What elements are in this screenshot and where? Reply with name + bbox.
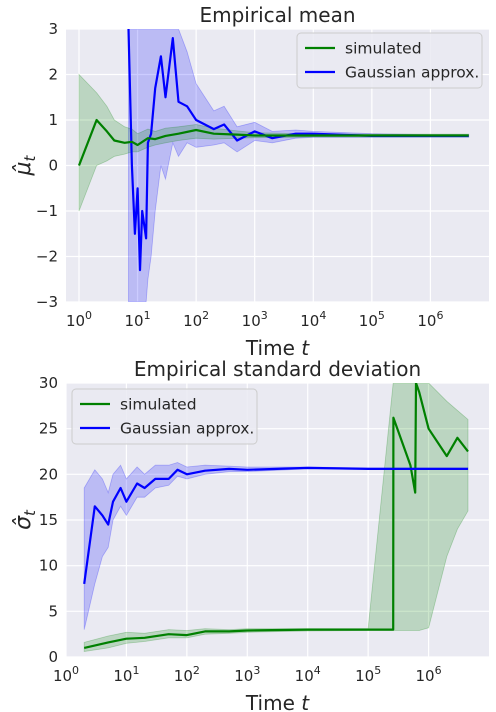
- x-tick-label: 105: [355, 664, 381, 685]
- y-tick-label: −1: [36, 202, 58, 220]
- line-simulated: [77, 118, 469, 166]
- chart-2: 100 101 102 103 104 105 106 0 5 10 15 20 25 30 Empiric…: [11, 357, 489, 712]
- y-axis-label: μ̂t: [11, 154, 39, 176]
- y-tick-label: 30: [39, 374, 58, 392]
- y-tick-label: 3: [48, 20, 58, 38]
- x-tick-label: 104: [300, 309, 326, 330]
- y-tick-label: 0: [48, 157, 58, 175]
- y-tick-label: 10: [39, 557, 58, 575]
- x-tick-label: 105: [359, 309, 385, 330]
- legend: simulated Gaussian approx.: [296, 32, 483, 89]
- legend-label: Gaussian approx.: [120, 420, 254, 438]
- series-layer: [77, 29, 470, 302]
- x-tick-label: 106: [416, 664, 442, 685]
- legend: simulated Gaussian approx.: [71, 388, 258, 445]
- x-tick-label: 102: [183, 309, 209, 330]
- y-tick-label: −2: [36, 248, 58, 266]
- y-tick-label: −3: [36, 293, 58, 311]
- legend-label: Gaussian approx.: [345, 64, 479, 82]
- legend-box: [296, 32, 483, 89]
- line-simulated: [83, 383, 469, 649]
- x-tick-label: 100: [53, 664, 79, 685]
- series-layer: [83, 383, 469, 652]
- legend-label: simulated: [120, 396, 197, 414]
- x-axis-label: Time t: [245, 691, 310, 712]
- y-tick-label: 0: [48, 648, 58, 666]
- band-gaussian: [128, 29, 470, 302]
- gridlines: [66, 28, 489, 303]
- x-tick-label: 103: [242, 309, 268, 330]
- x-axis-label: Time t: [245, 336, 310, 360]
- y-tick-label: 15: [39, 511, 58, 529]
- x-tick-label: 101: [113, 664, 139, 685]
- y-tick-label: 20: [39, 465, 58, 483]
- x-tick-label: 100: [66, 309, 92, 330]
- chart-1: 100 101 102 103 104 105 106 −3 −2 −1 0 1 2 3 Empirical…: [11, 3, 489, 360]
- chart-title: Empirical mean: [199, 3, 355, 27]
- legend-box: [71, 388, 258, 445]
- y-tick-label: 1: [48, 111, 58, 129]
- y-tick-label: 5: [48, 602, 58, 620]
- x-tick-label: 106: [417, 309, 443, 330]
- x-tick-label: 102: [174, 664, 200, 685]
- y-tick-label: 25: [39, 420, 58, 438]
- legend-label: simulated: [345, 40, 422, 58]
- band-simulated: [83, 383, 469, 652]
- x-tick-label: 103: [234, 664, 260, 685]
- x-tick-label: 101: [125, 309, 151, 330]
- chart-title: Empirical standard deviation: [134, 357, 421, 381]
- x-tick-label: 104: [295, 664, 321, 685]
- y-axis-label: σ̂t: [11, 509, 39, 530]
- y-tick-label: 2: [48, 66, 58, 84]
- line-gaussian: [83, 466, 468, 585]
